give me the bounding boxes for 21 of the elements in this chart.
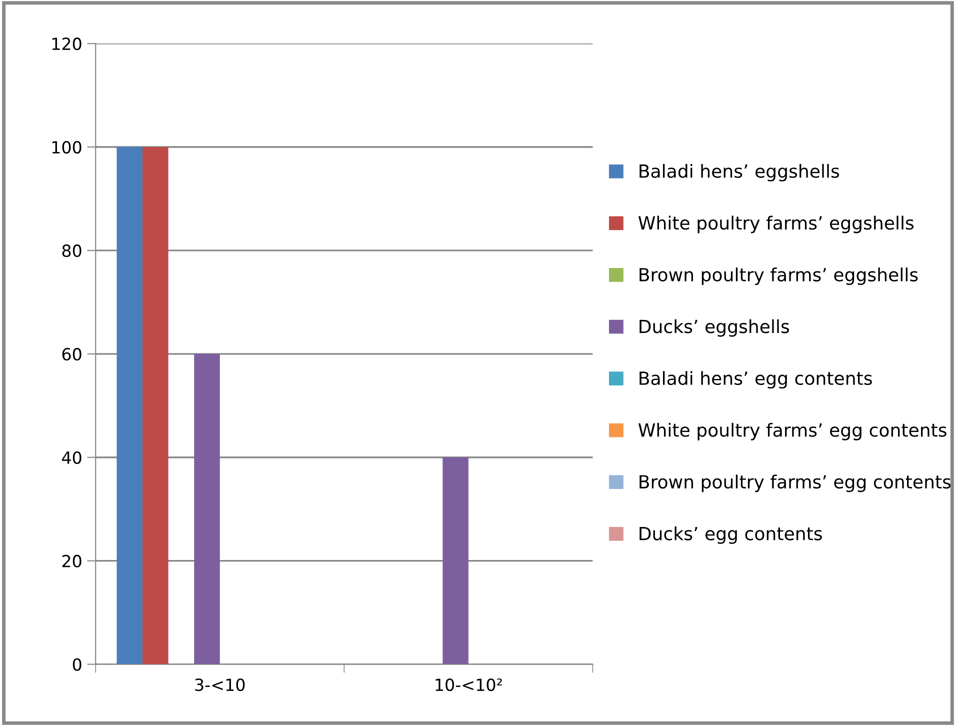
legend-label: Ducks’ eggshells bbox=[640, 319, 790, 337]
legend-label: Brown poultry farms’ egg contents bbox=[640, 474, 951, 492]
bar bbox=[194, 354, 220, 664]
y-tick-label: 80 bbox=[62, 244, 82, 258]
y-tick-label: 120 bbox=[52, 38, 82, 50]
y-tick-label: 0 bbox=[72, 658, 82, 671]
y-tick-label: 100 bbox=[52, 140, 82, 154]
legend-label: Ducks’ egg contents bbox=[640, 526, 822, 544]
legend-label: Brown poultry farms’ eggshells bbox=[640, 268, 918, 285]
bar bbox=[442, 457, 468, 664]
bar bbox=[142, 147, 168, 664]
x-tick-label: 3-<10 bbox=[195, 678, 245, 692]
legend-label: White poultry farms’ egg contents bbox=[638, 422, 946, 440]
y-tick-label: 20 bbox=[62, 554, 82, 568]
bar bbox=[116, 147, 143, 664]
y-tick-label: 40 bbox=[62, 451, 82, 464]
y-tick-label: 60 bbox=[62, 348, 82, 360]
x-tick-label: 10-<10² bbox=[436, 678, 502, 692]
legend-label: Baladi hens’ egg contents bbox=[640, 371, 872, 389]
legend-label: Baladi hens’ eggshells bbox=[640, 164, 840, 182]
legend-label: White poultry farms’ eggshells bbox=[638, 216, 914, 234]
